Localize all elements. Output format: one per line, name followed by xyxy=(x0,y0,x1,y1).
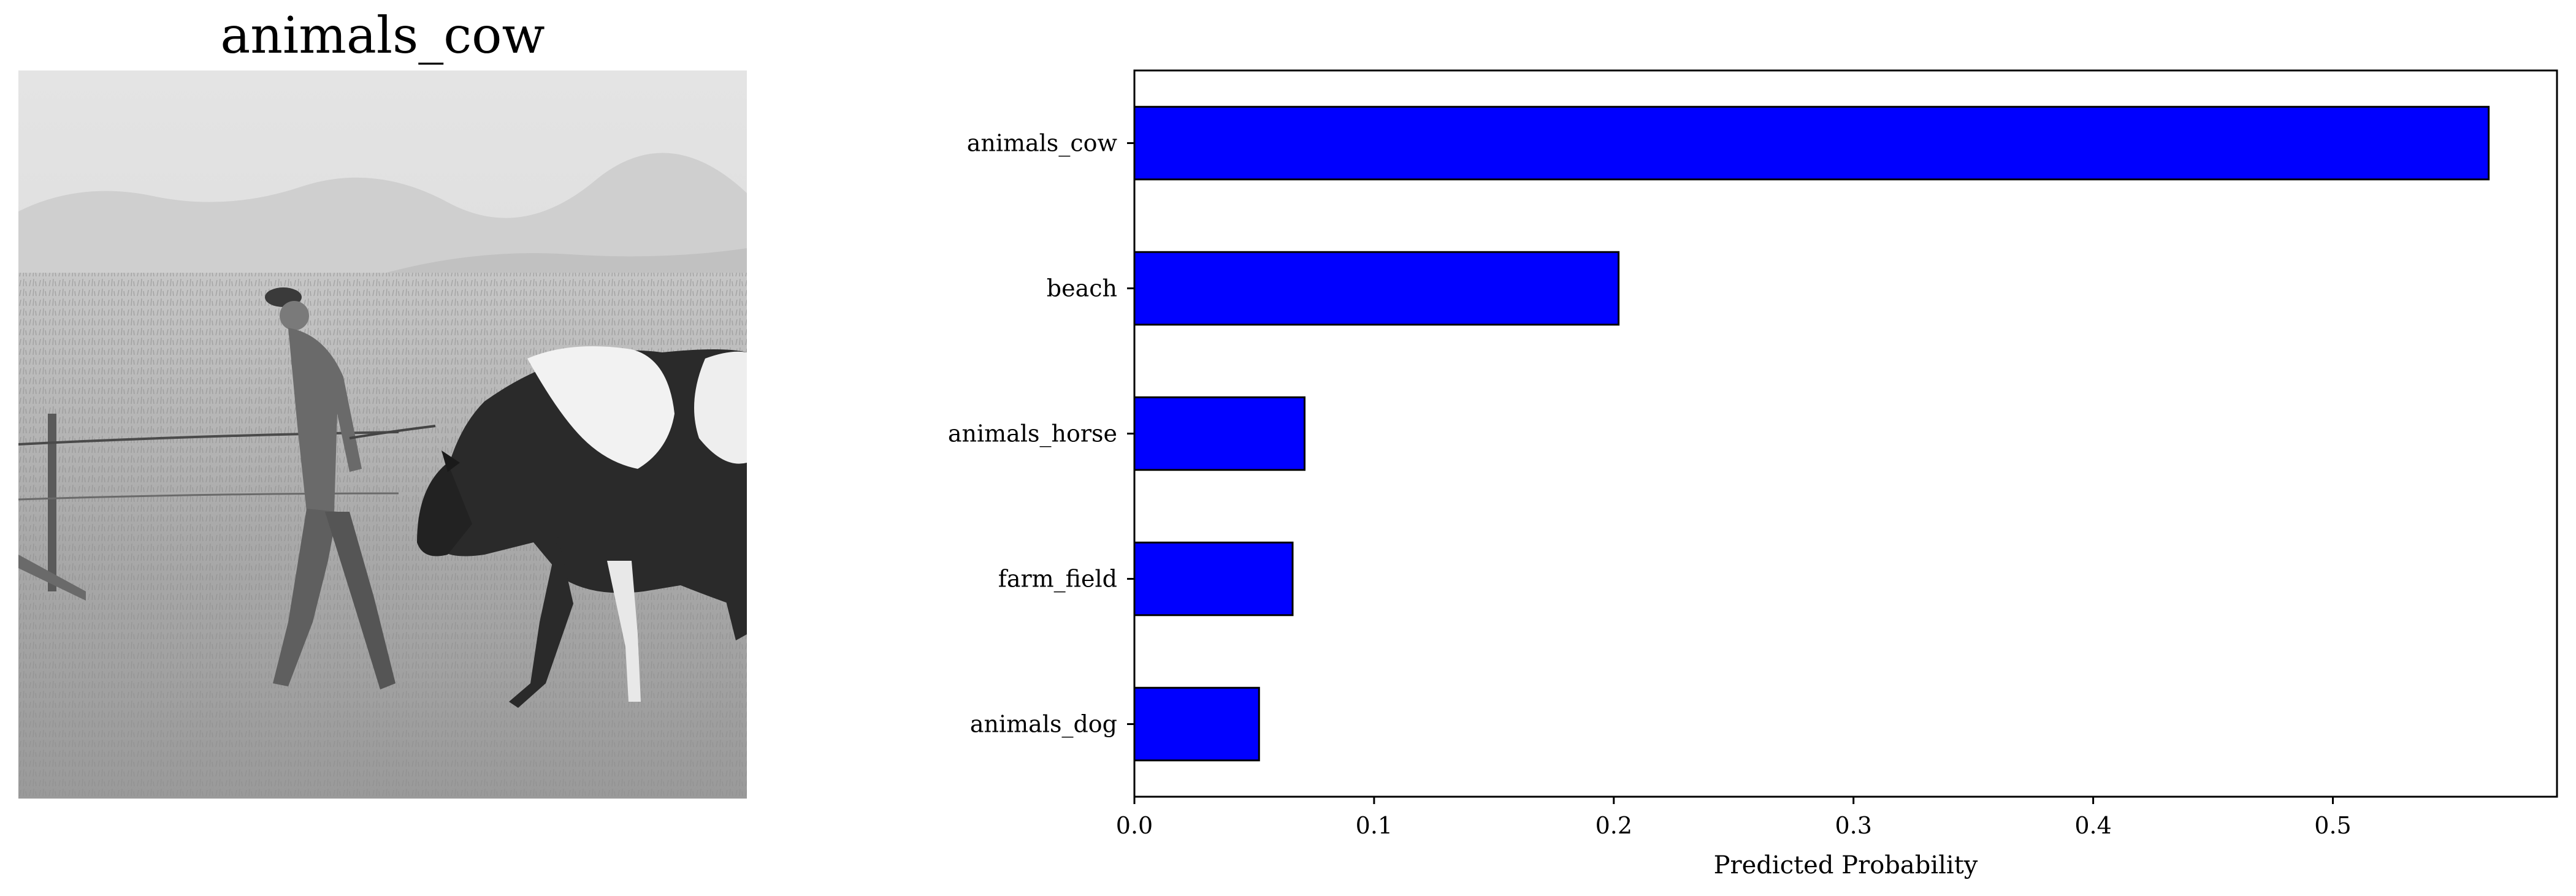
bar-animals_cow xyxy=(1133,105,2490,181)
image-title: animals_cow xyxy=(220,7,545,65)
x-axis-label: Predicted Probability xyxy=(1714,851,1978,879)
y-tick-label: beach xyxy=(1047,275,1117,302)
x-tick-label: 0.3 xyxy=(1835,812,1871,839)
cow-photo-image xyxy=(18,70,747,799)
x-tick-label: 0.4 xyxy=(2074,812,2111,839)
input-photo xyxy=(18,70,747,799)
x-tick-label: 0.5 xyxy=(2314,812,2351,839)
x-tick-label: 0.1 xyxy=(1356,812,1393,839)
x-ticks: 0.0 0.1 0.2 0.3 0.4 0.5 xyxy=(1116,797,2352,839)
bar-animals_horse xyxy=(1133,396,1306,471)
y-tick-label: animals_dog xyxy=(970,711,1117,738)
bar-animals_dog xyxy=(1133,686,1260,762)
y-tick-label: farm_field xyxy=(998,566,1117,593)
y-tick-label: animals_cow xyxy=(967,130,1118,158)
plot-frame xyxy=(1133,69,2558,798)
y-tick-label: animals_horse xyxy=(948,420,1117,448)
bar-beach xyxy=(1133,251,1620,326)
x-tick-label: 0.0 xyxy=(1116,812,1153,839)
bars-layer xyxy=(1133,105,2490,762)
bar-farm_field xyxy=(1133,541,1294,617)
x-tick-label: 0.2 xyxy=(1596,812,1632,839)
